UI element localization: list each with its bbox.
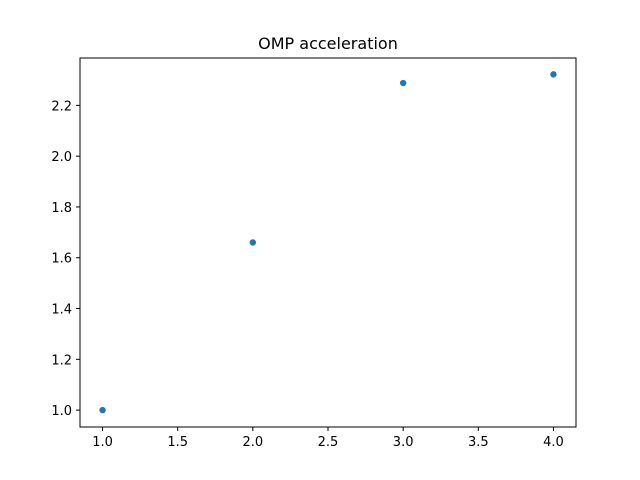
x-tick-label: 3.0 bbox=[393, 435, 414, 450]
data-point bbox=[249, 239, 257, 246]
data-point bbox=[399, 79, 407, 87]
x-tick-label: 4.0 bbox=[543, 435, 564, 450]
x-tick-label: 1.0 bbox=[92, 435, 113, 450]
chart-title: OMP acceleration bbox=[258, 34, 398, 53]
x-tick-label: 2.0 bbox=[243, 435, 264, 450]
y-tick-label: 2.2 bbox=[51, 99, 72, 114]
x-tick-label: 3.5 bbox=[468, 435, 489, 450]
y-tick-label: 1.0 bbox=[51, 404, 72, 419]
y-tick-label: 1.8 bbox=[51, 201, 72, 216]
data-point bbox=[99, 406, 106, 414]
x-tick-label: 2.5 bbox=[318, 435, 339, 450]
data-points bbox=[99, 71, 557, 414]
y-tick-label: 1.4 bbox=[51, 303, 72, 318]
axis-ticks: 1.0 1.5 2.0 2.5 3.0 3.5 4.0 1.0 1.2 1.4 1.6 1.8 2.0 2… bbox=[51, 99, 563, 450]
y-tick-label: 1.6 bbox=[51, 252, 72, 267]
plot-frame bbox=[79, 57, 577, 428]
y-tick-label: 2.0 bbox=[51, 150, 72, 165]
y-tick-label: 1.2 bbox=[51, 353, 72, 368]
data-point bbox=[550, 71, 557, 78]
x-tick-label: 1.5 bbox=[167, 435, 188, 450]
